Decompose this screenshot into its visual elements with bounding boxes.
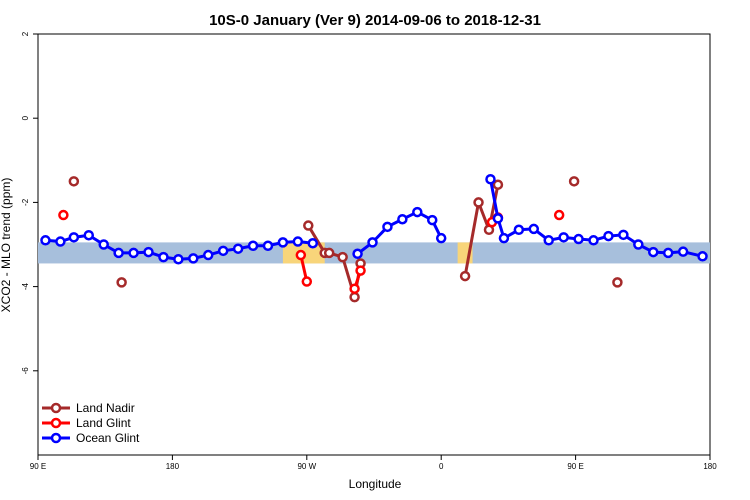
data-point [337, 251, 348, 263]
data-point [397, 213, 408, 225]
chart-title: 10S-0 January (Ver 9) 2014-09-06 to 2018… [209, 12, 541, 29]
data-point [513, 224, 525, 236]
data-point [173, 253, 184, 265]
data-point [68, 232, 80, 243]
data-point [202, 249, 214, 261]
series-layer [40, 173, 708, 303]
legend-label: Ocean Glint [76, 431, 140, 445]
y-axis: 2 0 -2 -4 -6 [21, 31, 38, 374]
data-point [492, 179, 504, 190]
data-point [349, 283, 360, 294]
data-point [697, 251, 708, 262]
x-tick-label: 0 [439, 462, 444, 471]
data-point [588, 235, 599, 246]
data-point [603, 230, 614, 242]
data-point [492, 213, 504, 224]
data-point [158, 251, 169, 263]
x-tick-label: 180 [703, 462, 717, 471]
data-point [459, 270, 471, 282]
data-point [412, 206, 423, 218]
legend-marker [50, 402, 62, 414]
series-land-nadir [68, 176, 623, 303]
y-tick-label: -4 [21, 282, 30, 290]
data-point [323, 247, 335, 259]
data-point [573, 233, 584, 245]
data-point [558, 232, 569, 243]
x-tick-label: 90 E [567, 462, 583, 471]
data-point [528, 223, 540, 235]
data-point [543, 235, 554, 246]
x-axis-label: Longitude [349, 477, 402, 491]
legend-item: Ocean Glint [42, 431, 140, 445]
data-point [128, 247, 139, 259]
data-point [232, 243, 244, 254]
data-point [307, 237, 319, 249]
y-tick-label: 0 [21, 115, 30, 120]
data-point [143, 246, 154, 258]
legend-marker [50, 417, 62, 429]
x-tick-label: 180 [166, 462, 180, 471]
data-point [40, 235, 51, 246]
data-point [633, 239, 644, 250]
data-point [98, 239, 109, 250]
x-tick-label: 90 W [297, 462, 316, 471]
y-axis-label: XCO2 - MLO trend (ppm) [0, 178, 13, 313]
series-line [463, 184, 500, 277]
data-point [58, 209, 69, 221]
data-point [612, 277, 623, 288]
data-point [116, 277, 127, 288]
y-tick-label: 2 [21, 31, 30, 36]
data-point [435, 232, 447, 244]
data-point [498, 232, 510, 244]
data-point [426, 214, 438, 226]
data-point [367, 237, 378, 248]
legend-label: Land Nadir [76, 401, 135, 415]
data-point [662, 247, 674, 259]
data-point [301, 276, 313, 287]
data-point [355, 265, 366, 276]
legend-label: Land Glint [76, 416, 131, 430]
y-tick-label: -2 [21, 198, 30, 206]
y-tick-label: -6 [21, 367, 30, 375]
data-point [352, 248, 363, 260]
x-tick-label: 90 E [30, 462, 46, 471]
data-point [113, 247, 124, 259]
data-point [677, 246, 689, 257]
data-point [188, 253, 199, 264]
legend-item: Land Glint [42, 416, 131, 430]
data-point [277, 237, 289, 248]
data-point [553, 209, 565, 221]
data-point [83, 229, 95, 241]
data-point [485, 173, 496, 185]
data-point [568, 176, 580, 187]
data-point [295, 249, 307, 261]
data-point [292, 236, 304, 247]
legend-marker [50, 432, 62, 444]
data-point [247, 240, 259, 252]
series-ocean-glint [40, 173, 708, 265]
data-point [68, 176, 80, 187]
data-point [262, 240, 274, 252]
data-point [55, 236, 66, 247]
data-point [349, 291, 360, 303]
data-point [382, 221, 393, 233]
legend-item: Land Nadir [42, 401, 135, 415]
data-point [473, 197, 484, 208]
x-axis: 90 E 180 90 W 0 90 E 180 [30, 455, 717, 471]
data-point [618, 229, 629, 241]
series-line [489, 178, 703, 258]
data-point [303, 220, 314, 231]
data-point [648, 246, 659, 258]
data-point [217, 245, 229, 257]
